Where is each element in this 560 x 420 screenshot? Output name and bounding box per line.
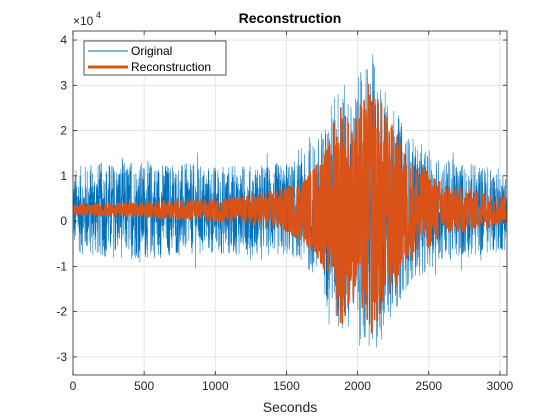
y-tick-label: 4 — [60, 33, 67, 47]
y-tick-label: 3 — [60, 78, 67, 92]
axes-box — [72, 30, 508, 376]
y-tick-label: -1 — [56, 259, 67, 273]
y-tick-label: 2 — [60, 124, 67, 138]
y-tick-label: 1 — [60, 169, 67, 183]
x-tick-label: 1000 — [202, 379, 229, 393]
y-exponent-label: ×10 4 — [73, 10, 101, 28]
y-tick-label: -2 — [56, 305, 67, 319]
legend-box — [83, 40, 227, 76]
legend-label-reconstruction: Reconstruction — [131, 60, 211, 74]
ticks: 0 500 1000 1500 2000 2500 3000 -3 -2 -1 0 1 2 3 4 — [56, 31, 514, 393]
y-tick-label: -3 — [56, 350, 67, 364]
y-tick-label: 0 — [60, 214, 67, 228]
x-tick-label: 500 — [134, 379, 154, 393]
x-tick-label: 2000 — [344, 379, 371, 393]
x-tick-label: 1500 — [273, 379, 300, 393]
legend: Original Reconstruction — [83, 40, 227, 76]
x-tick-label: 3000 — [487, 379, 514, 393]
x-axis-label: Seconds — [263, 399, 317, 415]
x-tick-label: 0 — [70, 379, 77, 393]
chart-title: Reconstruction — [239, 10, 342, 26]
y-exponent-power: 4 — [96, 10, 101, 20]
y-exponent-base: ×10 — [73, 14, 94, 28]
series-layer — [73, 54, 507, 348]
legend-label-original: Original — [131, 44, 172, 58]
x-tick-label: 2500 — [415, 379, 442, 393]
series-line-reconstruction — [73, 83, 507, 334]
